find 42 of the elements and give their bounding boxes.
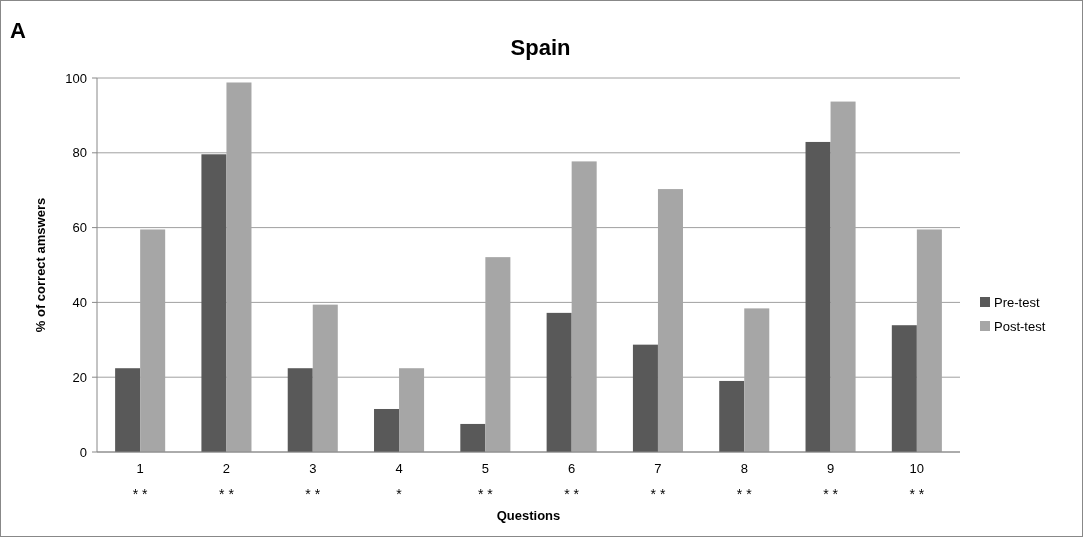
text: * * [132,486,149,502]
bar [201,154,227,452]
x-tick-label: 4 [395,461,403,476]
legend-label: Post-test [994,318,1046,334]
y-tick-label: 80 [72,145,87,161]
text: * * [909,486,925,502]
x-tick-label: 3 [309,461,317,476]
x-tick-label: 1 [136,461,144,476]
text: * * [564,486,580,502]
y-axis-title: % of correct amswers [33,197,48,333]
bar [891,325,917,452]
text: * * [650,486,666,502]
chart-title: Spain [510,35,571,60]
bar [287,368,313,452]
text: * * [219,486,235,502]
bar [374,408,400,452]
bar [460,423,486,452]
bar [546,312,572,452]
text: * * [305,486,321,502]
x-tick-label: 9 [826,461,835,476]
x-tick-label: 8 [740,461,748,476]
text: * * [477,486,494,502]
bar [632,344,658,452]
text: * * [736,486,753,502]
bar [805,141,831,452]
bar [115,368,141,452]
legend-label: Pre-test [994,294,1040,310]
y-tick-label: 20 [72,369,87,385]
text: * * [823,486,839,502]
y-tick-label: 60 [72,220,87,236]
bar [719,380,745,452]
x-axis-title: Questions [496,508,561,523]
x-tick-label: 6 [568,461,576,476]
y-tick-label: 0 [79,444,87,460]
x-tick-label: 7 [654,461,662,476]
x-tick-label: 10 [909,461,925,476]
text: A [10,18,26,43]
text: * [396,486,403,502]
y-tick-label: 40 [72,294,87,310]
x-tick-label: 2 [222,461,231,476]
y-tick-label: 100 [65,70,87,86]
x-tick-label: 5 [481,461,489,476]
